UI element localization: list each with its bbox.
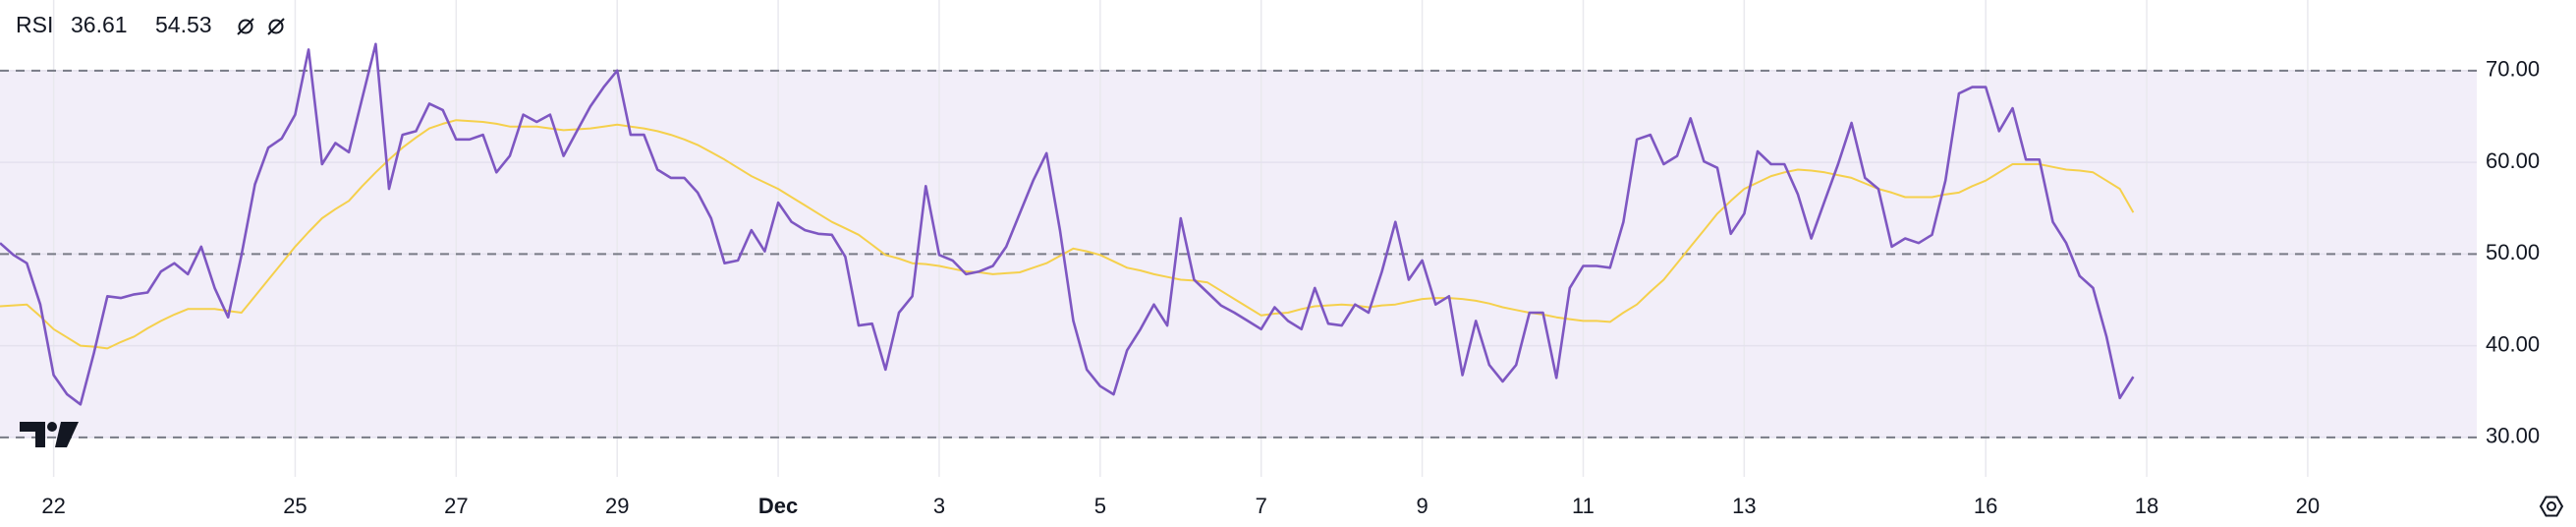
ma-value: 54.53 [155, 12, 212, 37]
icon-dot [2547, 501, 2556, 511]
x-tick-label: 27 [444, 494, 468, 518]
icon-circle [268, 19, 284, 34]
y-tick-label: 40.00 [2486, 331, 2540, 356]
rsi-value: 36.61 [71, 12, 128, 37]
x-tick-label: 18 [2135, 494, 2158, 518]
y-tick-label: 50.00 [2486, 240, 2540, 264]
legend: RSI 36.61 54.53 [16, 12, 285, 37]
icon-slash [237, 18, 254, 35]
icon-slash [267, 18, 285, 35]
indicator-name: RSI [16, 12, 53, 37]
logo-part [20, 422, 45, 447]
hide-icon[interactable] [237, 18, 254, 35]
y-tick-label: 60.00 [2486, 148, 2540, 173]
icon-circle [238, 19, 253, 34]
x-tick-label: 11 [1572, 494, 1595, 518]
x-tick-label: 3 [933, 494, 945, 518]
settings-icon[interactable] [2539, 496, 2564, 517]
x-tick-label: 25 [283, 494, 307, 518]
x-tick-label: 22 [41, 494, 65, 518]
logo-part [55, 422, 79, 447]
x-tick-label: 13 [1732, 494, 1756, 518]
icon-hex [2539, 496, 2564, 517]
logo-part [47, 422, 57, 432]
plot: 70.00 60.00 50.00 40.00 30.00 22 25 27 29 Dec 3 5 7 9… [0, 0, 2540, 518]
series-line [0, 119, 2135, 350]
tradingview-logo [20, 422, 79, 447]
x-tick-label: 16 [1974, 494, 1997, 518]
x-tick-label: Dec [758, 494, 798, 518]
y-tick-label: 70.00 [2486, 57, 2540, 82]
x-tick-label: 7 [1256, 494, 1267, 518]
x-tick-label: 20 [2296, 494, 2320, 518]
y-tick-label: 30.00 [2486, 424, 2540, 448]
x-tick-label: 9 [1416, 494, 1428, 518]
x-tick-label: 29 [605, 494, 629, 518]
hide-icon[interactable] [267, 18, 285, 35]
series-line [0, 42, 2135, 406]
x-tick-label: 5 [1094, 494, 1106, 518]
